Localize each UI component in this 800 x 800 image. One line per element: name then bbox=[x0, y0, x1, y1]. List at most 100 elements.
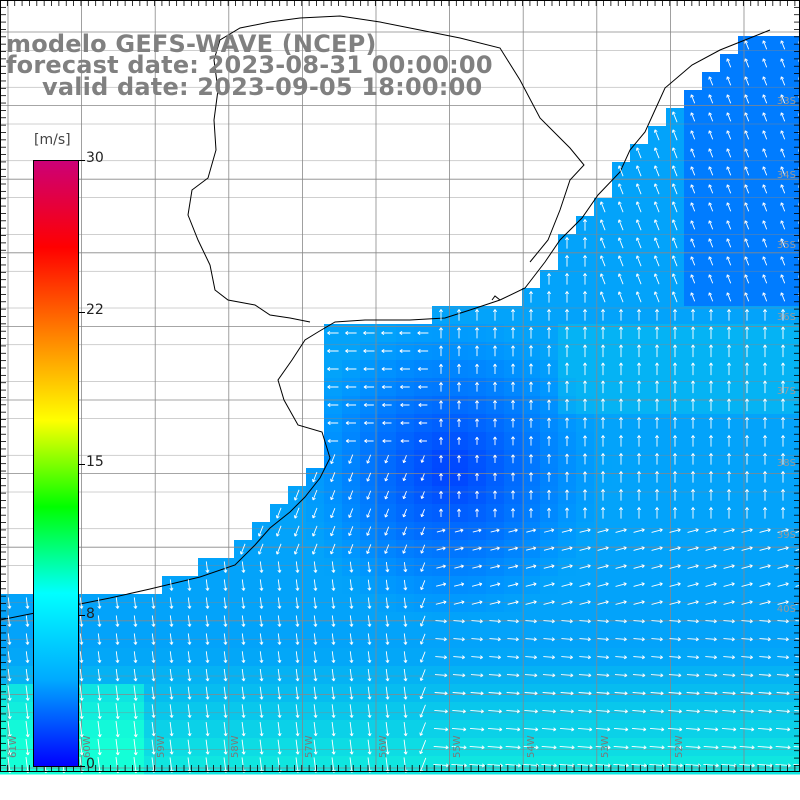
map-grid bbox=[0, 0, 800, 772]
colorbar-mark bbox=[79, 615, 85, 616]
wind-arrow bbox=[385, 739, 390, 755]
wind-arrow bbox=[223, 686, 228, 700]
wind-arrow bbox=[385, 686, 390, 700]
wind-arrow bbox=[439, 363, 443, 374]
wind-arrow bbox=[583, 255, 587, 267]
wind-arrow bbox=[169, 704, 174, 718]
wind-arrow bbox=[578, 709, 592, 714]
wind-arrow bbox=[745, 507, 749, 519]
wind-arrow bbox=[780, 166, 786, 176]
wind-cell bbox=[792, 648, 800, 667]
wind-arrow bbox=[565, 380, 569, 393]
wind-cell bbox=[792, 270, 800, 289]
wind-arrow bbox=[97, 703, 102, 720]
wind-arrow bbox=[547, 453, 551, 464]
wind-arrow bbox=[619, 344, 623, 358]
wind-arrow bbox=[367, 704, 372, 718]
wind-arrow bbox=[561, 600, 573, 605]
wind-arrow bbox=[453, 637, 465, 642]
wind-arrow bbox=[529, 363, 533, 375]
wind-arrow bbox=[79, 651, 84, 663]
wind-arrow bbox=[133, 685, 138, 701]
wind-arrow bbox=[632, 709, 646, 714]
wind-arrow bbox=[419, 704, 426, 718]
wind-arrow bbox=[653, 165, 660, 177]
wind-arrow bbox=[565, 507, 569, 519]
wind-arrow bbox=[686, 673, 700, 678]
wind-arrow bbox=[565, 237, 569, 249]
wind-cell bbox=[792, 378, 800, 397]
wind-arrow bbox=[727, 453, 731, 465]
wind-arrow bbox=[331, 579, 336, 591]
wind-arrow bbox=[708, 220, 714, 230]
wind-arrow bbox=[708, 112, 714, 122]
wind-arrow bbox=[633, 528, 645, 533]
wind-arrow bbox=[651, 600, 663, 605]
wind-arrow bbox=[453, 600, 465, 605]
wind-arrow bbox=[547, 345, 551, 357]
wind-arrow bbox=[151, 721, 156, 737]
wind-arrow bbox=[667, 763, 683, 768]
wind-arrow bbox=[439, 508, 443, 517]
wind-arrow bbox=[727, 417, 731, 429]
wind-arrow bbox=[402, 455, 407, 464]
wind-arrow bbox=[671, 237, 678, 249]
wind-arrow bbox=[367, 579, 372, 591]
lon-label: 56W bbox=[378, 735, 389, 758]
wind-arrow bbox=[763, 309, 767, 321]
wind-arrow bbox=[671, 183, 678, 195]
wind-arrow bbox=[490, 546, 500, 551]
wind-arrow bbox=[115, 685, 120, 701]
wind-arrow bbox=[187, 739, 192, 755]
wind-arrow bbox=[686, 691, 700, 696]
wind-arrow bbox=[601, 489, 605, 501]
wind-arrow bbox=[420, 544, 426, 554]
wind-arrow bbox=[417, 331, 429, 335]
wind-cell bbox=[792, 738, 800, 757]
wind-arrow bbox=[781, 380, 785, 394]
wind-arrow bbox=[617, 255, 624, 267]
wind-arrow bbox=[637, 326, 641, 340]
wind-arrow bbox=[471, 655, 483, 660]
wind-arrow bbox=[561, 582, 573, 587]
wind-arrow bbox=[506, 673, 520, 678]
lon-label: 53W bbox=[600, 735, 611, 758]
wind-arrow bbox=[722, 709, 736, 714]
wind-arrow bbox=[635, 183, 642, 195]
wind-arrow bbox=[115, 615, 120, 627]
wind-arrow bbox=[655, 435, 659, 447]
wind-cell bbox=[792, 162, 800, 181]
wind-arrow bbox=[705, 655, 717, 660]
wind-arrow bbox=[7, 668, 12, 682]
wind-arrow bbox=[653, 237, 660, 249]
wind-arrow bbox=[632, 691, 646, 696]
wind-arrow bbox=[744, 76, 750, 86]
wind-arrow bbox=[565, 255, 569, 267]
wind-arrow bbox=[795, 602, 800, 605]
wind-arrow bbox=[419, 722, 426, 736]
wind-arrow bbox=[650, 673, 664, 678]
wind-arrow bbox=[690, 220, 696, 230]
wind-arrow bbox=[565, 362, 569, 376]
wind-arrow bbox=[223, 561, 228, 573]
wind-arrow bbox=[543, 637, 555, 642]
wind-arrow bbox=[793, 763, 800, 766]
wind-arrow bbox=[762, 220, 768, 230]
wind-arrow bbox=[384, 472, 389, 482]
lat-label: 35S bbox=[776, 240, 796, 251]
wind-arrow bbox=[205, 721, 210, 737]
wind-arrow bbox=[187, 686, 192, 700]
wind-arrow bbox=[385, 668, 390, 682]
wind-arrow bbox=[617, 183, 624, 195]
wind-arrow bbox=[367, 668, 372, 682]
wind-arrow bbox=[763, 362, 767, 376]
wind-arrow bbox=[403, 579, 408, 591]
wind-arrow bbox=[739, 745, 755, 750]
wind-arrow bbox=[579, 546, 591, 551]
wind-arrow bbox=[601, 417, 605, 429]
wind-arrow bbox=[439, 309, 443, 321]
wind-arrow bbox=[615, 655, 627, 660]
wind-arrow bbox=[313, 597, 318, 609]
wind-arrow bbox=[691, 344, 695, 358]
wind-arrow bbox=[651, 637, 663, 642]
